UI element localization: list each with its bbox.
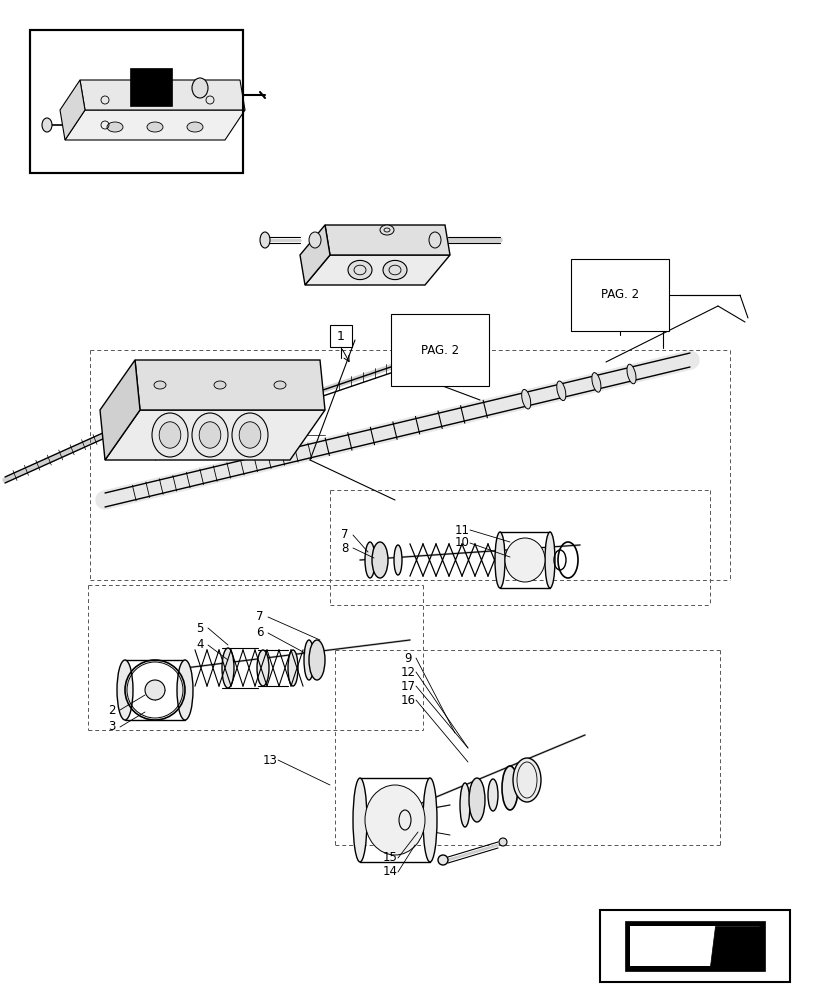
Polygon shape (100, 360, 140, 460)
Ellipse shape (147, 122, 163, 132)
Ellipse shape (626, 364, 635, 384)
Text: 13: 13 (262, 754, 277, 766)
Ellipse shape (177, 660, 193, 720)
Polygon shape (629, 926, 759, 966)
Text: PAG. 2: PAG. 2 (420, 344, 458, 357)
Ellipse shape (556, 381, 565, 401)
Text: 17: 17 (400, 680, 415, 692)
Polygon shape (130, 68, 172, 106)
Ellipse shape (159, 422, 180, 448)
Text: 14: 14 (382, 865, 397, 878)
Ellipse shape (501, 766, 518, 810)
Ellipse shape (383, 260, 407, 280)
Ellipse shape (152, 413, 188, 457)
Ellipse shape (365, 542, 375, 578)
Ellipse shape (308, 640, 325, 680)
Ellipse shape (42, 118, 52, 132)
Polygon shape (624, 921, 764, 971)
Ellipse shape (394, 545, 402, 575)
Ellipse shape (187, 122, 203, 132)
Bar (30, 30, 242, 173)
Ellipse shape (260, 232, 270, 248)
Text: 4: 4 (196, 639, 203, 652)
Text: 6: 6 (256, 626, 264, 640)
Ellipse shape (544, 532, 554, 588)
Polygon shape (304, 255, 449, 285)
Polygon shape (299, 225, 330, 285)
Text: 16: 16 (400, 694, 415, 706)
Text: 7: 7 (256, 610, 264, 624)
Ellipse shape (437, 855, 447, 865)
Text: 1: 1 (337, 330, 345, 344)
Polygon shape (60, 80, 85, 140)
Ellipse shape (145, 680, 165, 700)
Text: 10: 10 (454, 536, 469, 550)
Ellipse shape (591, 373, 600, 392)
Text: 11: 11 (454, 524, 469, 536)
Ellipse shape (468, 778, 485, 822)
Text: 5: 5 (196, 621, 203, 635)
Ellipse shape (304, 640, 313, 680)
Polygon shape (709, 926, 759, 966)
Ellipse shape (154, 381, 165, 389)
Ellipse shape (213, 381, 226, 389)
Ellipse shape (495, 532, 504, 588)
Ellipse shape (460, 783, 470, 827)
Ellipse shape (380, 225, 394, 235)
Text: 7: 7 (341, 528, 348, 542)
Bar (600, 910, 789, 982)
Ellipse shape (239, 422, 261, 448)
Ellipse shape (423, 778, 437, 862)
Ellipse shape (513, 758, 540, 802)
Text: 2: 2 (108, 704, 116, 716)
Text: PAG. 2: PAG. 2 (600, 288, 638, 302)
Ellipse shape (487, 779, 497, 811)
Ellipse shape (288, 650, 298, 686)
Ellipse shape (117, 660, 133, 720)
Polygon shape (135, 360, 325, 410)
Ellipse shape (347, 260, 371, 280)
Ellipse shape (308, 232, 321, 248)
Polygon shape (80, 80, 245, 110)
Ellipse shape (352, 778, 366, 862)
Ellipse shape (274, 381, 285, 389)
Ellipse shape (256, 650, 269, 686)
Text: 3: 3 (108, 720, 116, 734)
Bar (30, 30, 242, 173)
Ellipse shape (365, 785, 424, 855)
Ellipse shape (499, 838, 506, 846)
Ellipse shape (222, 648, 234, 688)
Ellipse shape (232, 413, 268, 457)
Ellipse shape (371, 542, 388, 578)
Text: 12: 12 (400, 666, 415, 678)
Ellipse shape (521, 389, 530, 409)
Text: 9: 9 (404, 652, 411, 664)
Ellipse shape (428, 232, 441, 248)
Ellipse shape (199, 422, 221, 448)
Text: 15: 15 (382, 851, 397, 864)
Bar (330, 325, 351, 347)
Ellipse shape (107, 122, 123, 132)
Polygon shape (325, 225, 449, 255)
Polygon shape (105, 410, 325, 460)
Text: 8: 8 (341, 542, 348, 554)
Ellipse shape (192, 413, 227, 457)
Polygon shape (65, 110, 245, 140)
Ellipse shape (192, 78, 208, 98)
Ellipse shape (504, 538, 544, 582)
